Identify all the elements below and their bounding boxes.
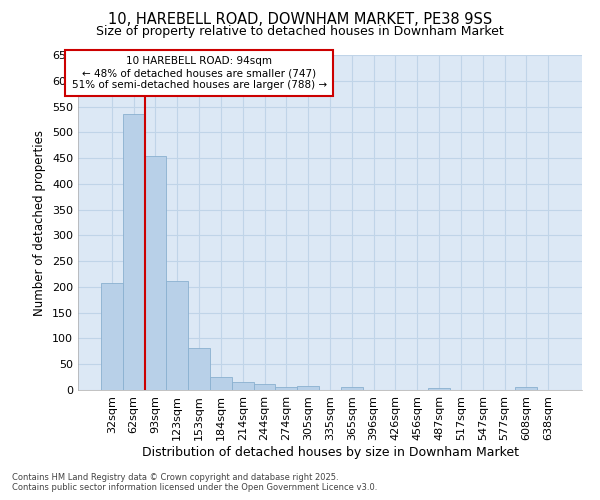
Bar [188, 348, 210, 390]
Bar [101, 283, 123, 390]
Bar [232, 382, 254, 390]
Text: Contains HM Land Registry data © Crown copyright and database right 2025.
Contai: Contains HM Land Registry data © Crown c… [12, 473, 377, 492]
Bar [515, 388, 537, 390]
Text: 10, HAREBELL ROAD, DOWNHAM MARKET, PE38 9SS: 10, HAREBELL ROAD, DOWNHAM MARKET, PE38 … [108, 12, 492, 28]
X-axis label: Distribution of detached houses by size in Downham Market: Distribution of detached houses by size … [142, 446, 518, 458]
Text: 10 HAREBELL ROAD: 94sqm
← 48% of detached houses are smaller (747)
51% of semi-d: 10 HAREBELL ROAD: 94sqm ← 48% of detache… [71, 56, 326, 90]
Bar [428, 388, 450, 390]
Bar [254, 384, 275, 390]
Bar [210, 376, 232, 390]
Y-axis label: Number of detached properties: Number of detached properties [34, 130, 46, 316]
Bar [297, 386, 319, 390]
Bar [341, 388, 363, 390]
Bar [166, 280, 188, 390]
Bar [123, 114, 145, 390]
Bar [275, 388, 297, 390]
Text: Size of property relative to detached houses in Downham Market: Size of property relative to detached ho… [96, 25, 504, 38]
Bar [145, 156, 166, 390]
